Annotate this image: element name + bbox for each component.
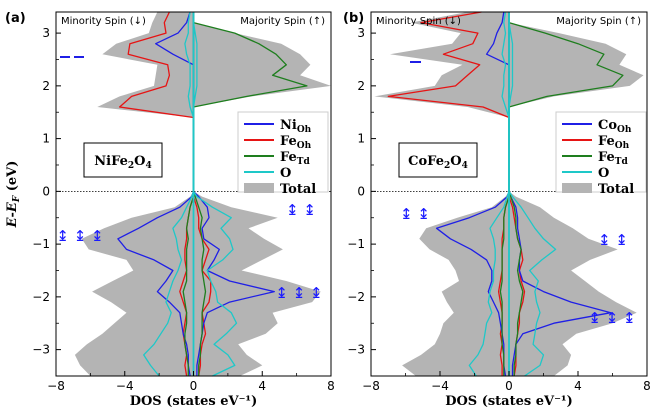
x-tick-label: 4 <box>258 379 266 393</box>
y-tick-label: 0 <box>357 184 365 198</box>
compound-label-box <box>83 142 163 178</box>
legend-entry: NiOh <box>280 118 312 135</box>
legend-entry: FeOh <box>598 134 630 151</box>
x-axis-label: DOS (states eV⁻¹) <box>130 394 258 409</box>
compound-label: NiFe2O4 <box>94 154 151 171</box>
minority-spin-label: Minority Spin (↓) <box>61 16 146 27</box>
y-tick-label: 3 <box>357 26 365 40</box>
legend-swatch-total <box>562 183 592 193</box>
series-line-o-majority <box>192 12 238 377</box>
legend-entry: FeTd <box>598 150 628 167</box>
series-line-fe-td-majority <box>192 12 308 376</box>
minority-spin-label: Minority Spin (↓) <box>376 16 461 27</box>
spin-arrow-annotation: ↨ ↨ ↨ <box>275 284 322 302</box>
panel-b-chart: −8 −4 0 4 8 −3 −2 −1 0 1 2 3(b) Minority Spin (↓) Maj… <box>343 11 651 409</box>
spin-arrow-annotation: ↨ ↨ ↨ <box>588 309 635 327</box>
legend-entry: FeTd <box>280 150 310 167</box>
spin-arrow-annotation: ↨ ↨ ↨ <box>56 227 103 245</box>
majority-spin-label: Majority Spin (↑) <box>556 16 641 27</box>
x-tick-label: 0 <box>190 379 198 393</box>
y-tick-label: −3 <box>32 343 50 357</box>
legend-box <box>237 111 329 193</box>
y-tick-label: 2 <box>357 79 365 93</box>
x-tick-label: −8 <box>362 379 380 393</box>
legend-entry: CoOh <box>598 118 632 135</box>
x-tick-label: 8 <box>327 379 335 393</box>
y-tick-label: 1 <box>357 132 365 146</box>
y-axis-label-e: E <box>5 216 20 228</box>
compound-label-box <box>398 142 478 178</box>
x-tick-label: −4 <box>116 379 134 393</box>
x-tick-label: −4 <box>431 379 449 393</box>
y-tick-label: 3 <box>42 26 50 40</box>
panel-label: (a) <box>5 11 26 26</box>
legend-entry: Total <box>598 182 634 197</box>
series-line-o-majority <box>508 12 557 377</box>
x-tick-label: 8 <box>643 379 651 393</box>
series-line-fe-td-majority <box>508 12 624 376</box>
legend-swatch-total <box>244 183 274 193</box>
legend-entry: O <box>598 166 609 181</box>
majority-spin-label: Majority Spin (↑) <box>240 16 325 27</box>
x-tick-label: −8 <box>47 379 65 393</box>
panel-label: (b) <box>343 11 364 26</box>
total-dos-area <box>74 12 332 376</box>
y-axis-label: E-EF (eV) <box>5 161 22 229</box>
y-axis-label-ef: E <box>5 201 20 213</box>
panel-a-chart: −8 −4 0 4 8 −3 −2 −1 0 1 2 3 (a) Minority Spin (↓) Maj… <box>5 11 335 409</box>
spin-arrow-annotation: ↨ ↨ <box>400 205 430 223</box>
x-tick-label: 0 <box>505 379 513 393</box>
legend-entry: O <box>280 166 291 181</box>
y-tick-label: −2 <box>347 290 365 304</box>
y-tick-label: 1 <box>42 132 50 146</box>
compound-label: CoFe2O4 <box>408 154 468 171</box>
legend-entry: FeOh <box>280 134 312 151</box>
y-tick-label: 0 <box>42 184 50 198</box>
y-tick-label: 2 <box>42 79 50 93</box>
x-axis-label: DOS (states eV⁻¹) <box>445 394 573 409</box>
y-tick-label: −1 <box>32 237 50 251</box>
y-tick-label: −3 <box>347 343 365 357</box>
legend-entry: Total <box>280 182 316 197</box>
y-axis-label-dash: - <box>5 212 20 217</box>
y-tick-label: −1 <box>347 237 365 251</box>
x-tick-label: 4 <box>574 379 582 393</box>
spin-arrow-annotation: ↨ ↨ <box>286 201 316 219</box>
y-axis-label-unit: (eV) <box>5 161 20 196</box>
y-tick-label: −2 <box>32 290 50 304</box>
series-line-o-minority <box>468 11 510 377</box>
spin-arrow-annotation: ↨ ↨ <box>598 231 628 249</box>
series-line-o-minority <box>143 11 195 377</box>
y-axis-label-ef-sub: F <box>12 195 22 203</box>
legend-box <box>555 111 647 193</box>
